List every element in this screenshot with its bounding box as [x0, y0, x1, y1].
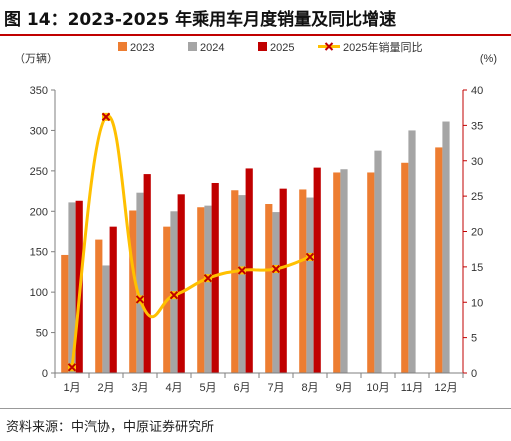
legend-label-2024: 2024	[200, 42, 224, 54]
yoy-marker-4月	[169, 290, 179, 300]
legend-label-2025: 2025	[270, 42, 294, 54]
legend-swatch-2025	[258, 42, 267, 51]
bar-2024-12月	[442, 121, 450, 373]
y2-tick-label: 30	[471, 156, 483, 168]
title-rule	[0, 34, 511, 36]
x-tick-label: 11月	[401, 382, 423, 394]
yoy-marker-3月	[135, 295, 145, 304]
y2-axis: 0 5 10 15 20 25 30 35 40	[462, 85, 483, 380]
y-tick-label: 250	[30, 166, 48, 178]
yoy-marker-x	[271, 264, 281, 274]
y2-tick-label: 0	[471, 368, 477, 380]
bar-2023-6月	[231, 190, 239, 373]
bar-2024-2月	[102, 265, 110, 373]
y2-tick-label: 15	[471, 262, 483, 274]
bar-2025-3月	[143, 174, 151, 373]
bar-2025-7月	[279, 188, 287, 373]
legend-swatch-yoy-marker	[324, 42, 334, 51]
x-tick-label: 2月	[97, 382, 114, 394]
y2-tick-label: 40	[471, 85, 483, 97]
yoy-marker-x	[169, 290, 179, 300]
x-axis: 1月 2月 3月 4月 5月 6月 7月 8月 9月 10月 11月 12月	[54, 372, 464, 394]
x-tick-label: 4月	[165, 382, 182, 394]
legend-swatch-2024	[188, 42, 197, 51]
bar-2024-5月	[204, 205, 212, 373]
yoy-marker-x	[203, 273, 213, 283]
bar-2024-9月	[340, 169, 348, 373]
x-tick-label: 10月	[366, 382, 389, 394]
bar-2023-11月	[401, 162, 409, 373]
y-tick-label: 150	[30, 247, 48, 259]
bar-2024-8月	[306, 197, 314, 373]
y2-tick-label: 20	[471, 227, 483, 239]
yoy-marker-5月	[203, 273, 213, 283]
y-tick-label: 100	[30, 287, 48, 299]
legend-label-2023: 2023	[130, 42, 154, 54]
yoy-line	[67, 112, 315, 372]
bar-2023-2月	[95, 239, 103, 373]
bar-2023-9月	[333, 172, 341, 373]
yoy-marker-x	[67, 363, 77, 372]
legend-swatch-2023	[118, 42, 127, 51]
yoy-line-path	[70, 114, 311, 368]
x-tick-label: 7月	[267, 382, 284, 394]
yoy-marker-6月	[237, 266, 247, 275]
y-tick-label: 350	[30, 85, 48, 97]
bar-2024-6月	[238, 195, 246, 373]
y-axis-label: （万辆）	[14, 51, 58, 65]
chart-title: 图 14：2023-2025 年乘用车月度销量及同比增速	[4, 10, 397, 30]
bar-2023-3月	[129, 210, 137, 373]
bar-2025-8月	[313, 167, 321, 373]
bar-2024-11月	[408, 130, 416, 373]
yoy-marker-8月	[305, 252, 315, 262]
bar-2023-5月	[197, 207, 205, 373]
x-tick-label: 8月	[301, 382, 318, 394]
bar-2024-1月	[68, 202, 76, 373]
bar-2024-10月	[374, 150, 382, 373]
yoy-marker-x	[135, 295, 145, 304]
y-axis: 0 50 100 150 200 250 300 350	[30, 85, 56, 380]
y2-tick-label: 35	[471, 120, 483, 132]
y-tick-label: 50	[36, 328, 48, 340]
y2-axis-label: (%)	[480, 53, 497, 65]
yoy-marker-x	[305, 252, 315, 262]
x-tick-label: 1月	[63, 382, 80, 394]
combo-chart: 2023 2024 2025 2025年销量同比 （万辆） (%) 050100150…	[14, 40, 497, 394]
x-tick-label: 3月	[131, 382, 148, 394]
y-tick-label: 200	[30, 206, 48, 218]
bar-2023-10月	[367, 172, 375, 373]
y2-tick-label: 5	[471, 333, 477, 345]
yoy-marker-2月	[101, 112, 111, 122]
source-note: 资料来源：中汽协，中原证券研究所	[6, 420, 215, 435]
bar-2024-3月	[136, 192, 144, 373]
x-tick-label: 12月	[434, 382, 457, 394]
y-tick-label: 0	[42, 368, 48, 380]
y2-tick-label: 10	[471, 297, 483, 309]
bar-2023-12月	[435, 147, 443, 373]
footer-rule	[0, 408, 511, 409]
bar-2025-2月	[109, 226, 117, 373]
bar-2024-7月	[272, 212, 280, 373]
bar-2023-1月	[61, 254, 69, 373]
bar-2025-4月	[177, 194, 185, 373]
yoy-marker-1月	[67, 363, 77, 372]
y-tick-label: 300	[30, 125, 48, 137]
bar-2025-5月	[211, 182, 219, 373]
legend-label-yoy: 2025年销量同比	[343, 40, 422, 54]
yoy-marker-7月	[271, 264, 281, 274]
y2-tick-label: 25	[471, 191, 483, 203]
x-tick-label: 5月	[199, 382, 216, 394]
x-tick-label: 6月	[233, 382, 250, 394]
bar-2023-7月	[265, 204, 273, 373]
legend: 2023 2024 2025 2025年销量同比	[118, 40, 422, 54]
bar-2023-8月	[299, 189, 307, 373]
yoy-marker-x	[237, 266, 247, 275]
x-tick-label: 9月	[335, 382, 352, 394]
yoy-marker-x	[101, 112, 111, 122]
